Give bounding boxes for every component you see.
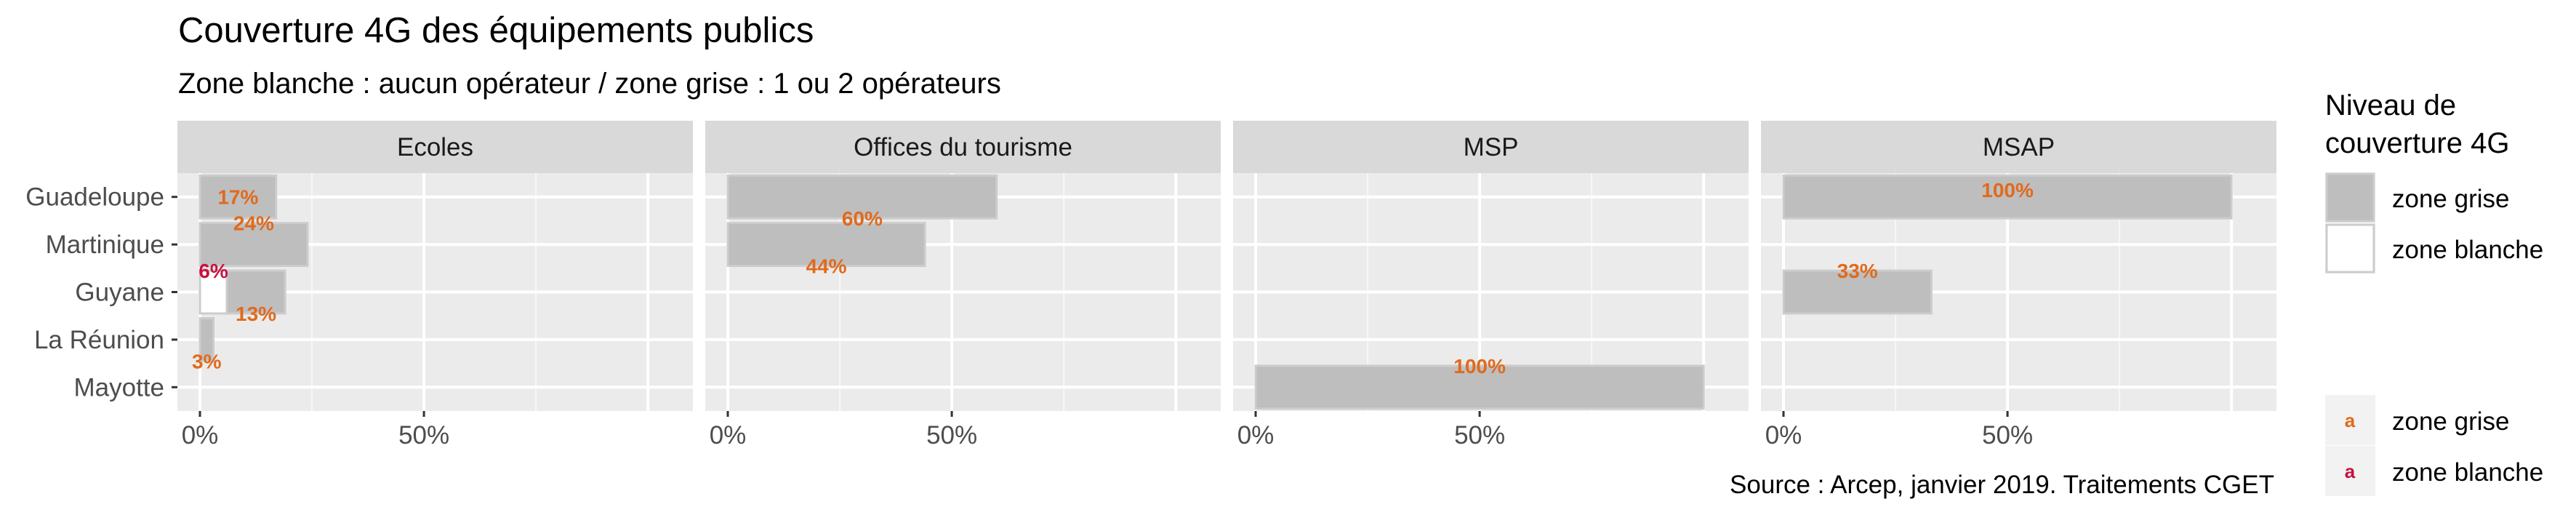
bar-guyane-zone-grise xyxy=(225,269,286,315)
chart-caption: Source : Arcep, janvier 2019. Traitement… xyxy=(1730,471,2274,499)
y-tick-label-mayotte: Mayotte xyxy=(74,373,165,402)
fill-legend-label-zone-grise: zone grise xyxy=(2392,185,2509,213)
y-tick-label-la-reunion: La Réunion xyxy=(34,326,164,354)
panel-ecoles: Ecoles 17% 24% 6% 13% 3% 0% 50% xyxy=(177,121,693,450)
data-label-martinique: 44% xyxy=(806,255,847,278)
fill-legend-title-line-1: Niveau de xyxy=(2325,89,2456,121)
data-label-guadeloupe: 17% xyxy=(217,186,258,209)
chart-title: Couverture 4G des équipements publics xyxy=(178,11,814,50)
bar-mayotte-zone-grise xyxy=(1254,364,1705,410)
data-label-guyane: 13% xyxy=(236,303,276,325)
panel-offices-du-tourisme: Offices du tourisme 60% 44% 0% 50% xyxy=(705,121,1221,450)
x-tick-label: 0% xyxy=(1765,421,1802,450)
facet-strip xyxy=(1233,121,1749,173)
data-label-guadeloupe: 100% xyxy=(1981,179,2034,201)
text-legend-label-zone-blanche: zone blanche xyxy=(2392,458,2543,487)
y-tick-label-martinique: Martinique xyxy=(46,231,164,259)
data-label-la-reunion: 3% xyxy=(192,350,222,372)
text-legend-key-zone-grise xyxy=(2325,395,2375,445)
data-label-martinique: 24% xyxy=(233,212,274,235)
data-label-guadeloupe: 60% xyxy=(842,207,883,230)
facet-strip-label: Ecoles xyxy=(397,133,473,161)
panel-msp: MSP 100% 0% 50% xyxy=(1233,121,1749,450)
bar-guyane-zone-blanche xyxy=(198,269,228,315)
bar-guadeloupe-zone-grise xyxy=(726,174,998,220)
fill-legend: Niveau de couverture 4G zone grise zone … xyxy=(2325,89,2543,274)
facet-strip xyxy=(705,121,1221,173)
text-legend-label-zone-grise: zone grise xyxy=(2392,407,2509,436)
text-legend-symbol-zone-blanche: a xyxy=(2345,460,2356,482)
chart-subtitle: Zone blanche : aucun opérateur / zone gr… xyxy=(178,68,1001,100)
y-tick-label-guyane: Guyane xyxy=(75,279,164,307)
bar-la-reunion-zone-grise xyxy=(198,316,214,362)
x-tick-label: 0% xyxy=(182,421,219,450)
x-tick-label: 0% xyxy=(1237,421,1275,450)
bar-guyane-zone-grise xyxy=(1782,269,1933,315)
text-legend-symbol-zone-grise: a xyxy=(2345,410,2356,431)
y-tick-label-guadeloupe: Guadeloupe xyxy=(25,183,164,212)
facet-strip-label: Offices du tourisme xyxy=(854,133,1072,161)
data-label-mayotte: 100% xyxy=(1453,355,1506,378)
data-label-guyane: 6% xyxy=(198,260,228,282)
facet-strip-label: MSAP xyxy=(1983,133,2055,161)
panel-msap: MSAP 100% 33% 0% 50% xyxy=(1761,121,2276,450)
facet-strip-label: MSP xyxy=(1464,133,1519,161)
x-tick-label: 0% xyxy=(710,421,747,450)
fill-legend-swatch-zone-blanche xyxy=(2325,223,2375,274)
bar-guadeloupe-zone-grise xyxy=(1782,174,2233,220)
facet-strip xyxy=(177,121,693,173)
y-axis: Guadeloupe Martinique Guyane La Réunion Mayo… xyxy=(25,183,177,402)
facet-strip xyxy=(1761,121,2276,173)
text-legend: a zone grise a zone blanche xyxy=(2325,395,2543,496)
fill-legend-swatch-zone-grise xyxy=(2325,172,2375,223)
fill-legend-label-zone-blanche: zone blanche xyxy=(2392,236,2543,264)
bar-martinique-zone-grise xyxy=(198,222,309,268)
fill-legend-title-line-2: couverture 4G xyxy=(2325,127,2509,159)
text-legend-key-zone-blanche xyxy=(2325,446,2375,496)
x-tick-label: 50% xyxy=(1454,421,1505,450)
x-tick-label: 50% xyxy=(926,421,977,450)
bar-martinique-zone-grise xyxy=(726,222,926,268)
x-tick-label: 50% xyxy=(1982,421,2033,450)
data-label-guyane: 33% xyxy=(1837,260,1878,282)
x-tick-label: 50% xyxy=(398,421,449,450)
bar-guadeloupe-zone-grise xyxy=(198,174,278,220)
